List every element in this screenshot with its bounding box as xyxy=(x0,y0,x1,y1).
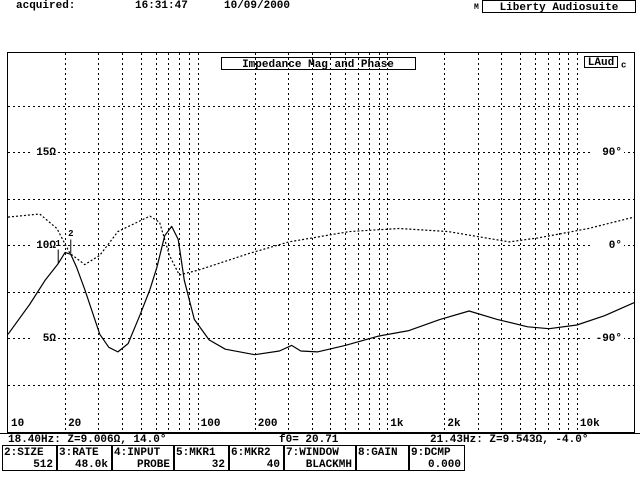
key-box[interactable] xyxy=(57,445,112,471)
key-name[interactable]: 6:MKR2 xyxy=(231,447,271,459)
key-box[interactable] xyxy=(2,445,57,471)
y-tick-label: 5Ω xyxy=(43,333,57,345)
chart-title: Impedance Mag and Phase xyxy=(242,59,394,71)
y-tick-bg xyxy=(30,332,57,344)
phase-curve xyxy=(7,213,635,276)
header-label: acquired: xyxy=(16,0,75,12)
key-name[interactable]: 8:GAIN xyxy=(358,447,398,459)
app-box xyxy=(482,0,636,13)
key-box[interactable] xyxy=(229,445,284,471)
x-tick-label: 20 xyxy=(68,418,81,430)
x-tick-label: 10 xyxy=(11,418,24,430)
y-tick-bg xyxy=(30,146,57,158)
app-name: Liberty Audiosuite xyxy=(500,2,619,14)
key-box[interactable] xyxy=(174,445,229,471)
y2-tick-label: -90° xyxy=(596,333,622,345)
y-tick-label: 10Ω xyxy=(36,240,56,252)
badge-box xyxy=(584,56,618,68)
key-value[interactable]: 48.0k xyxy=(75,459,108,471)
y2-tick-bg xyxy=(590,239,624,251)
status-center: f0= 20.71 xyxy=(279,434,339,446)
y-tick-label: 15Ω xyxy=(36,147,56,159)
key-value[interactable]: PROBE xyxy=(137,459,170,471)
marker-label: 2 xyxy=(68,229,73,239)
key-name[interactable]: 9:DCMP xyxy=(411,447,451,459)
key-value[interactable]: 512 xyxy=(33,459,53,471)
key-name[interactable]: 5:MKR1 xyxy=(176,447,216,459)
y2-tick-bg xyxy=(590,146,624,158)
key-box[interactable] xyxy=(284,445,356,471)
x-tick-label: 100 xyxy=(201,418,221,430)
y2-tick-bg xyxy=(590,332,624,344)
status-right: 21.43Hz: Z=9.543Ω, -4.0° xyxy=(430,434,588,446)
y2-tick-label: 0° xyxy=(609,240,622,252)
key-box[interactable] xyxy=(409,445,465,471)
x-tick-label: 1k xyxy=(390,418,404,430)
key-name[interactable]: 7:WINDOW xyxy=(286,447,339,459)
header-date: 10/09/2000 xyxy=(224,0,290,12)
x-tick-label: 2k xyxy=(447,418,461,430)
key-box[interactable] xyxy=(356,445,409,471)
badge: LAud xyxy=(588,57,614,69)
status-left: 18.40Hz: Z=9.006Ω, 14.0° xyxy=(8,434,166,446)
key-name[interactable]: 2:SIZE xyxy=(4,447,44,459)
marker-label: 1 xyxy=(56,239,62,249)
header-time: 16:31:47 xyxy=(135,0,188,12)
x-tick-label: 10k xyxy=(580,418,600,430)
plot-frame xyxy=(7,52,635,433)
key-value[interactable]: BLACKMH xyxy=(306,459,352,471)
key-box[interactable] xyxy=(112,445,174,471)
x-tick-label: 200 xyxy=(258,418,278,430)
key-value[interactable]: 0.000 xyxy=(428,459,461,471)
magnitude-curve xyxy=(7,225,635,356)
y2-tick-label: 90° xyxy=(602,147,622,159)
badge-suffix: c xyxy=(621,60,626,70)
title-box xyxy=(221,57,416,70)
key-name[interactable]: 3:RATE xyxy=(59,447,99,459)
key-value[interactable]: 40 xyxy=(267,459,280,471)
header-mode: M xyxy=(474,3,479,12)
y-tick-bg xyxy=(30,239,57,251)
key-name[interactable]: 4:INPUT xyxy=(114,447,161,459)
key-value[interactable]: 32 xyxy=(212,459,225,471)
